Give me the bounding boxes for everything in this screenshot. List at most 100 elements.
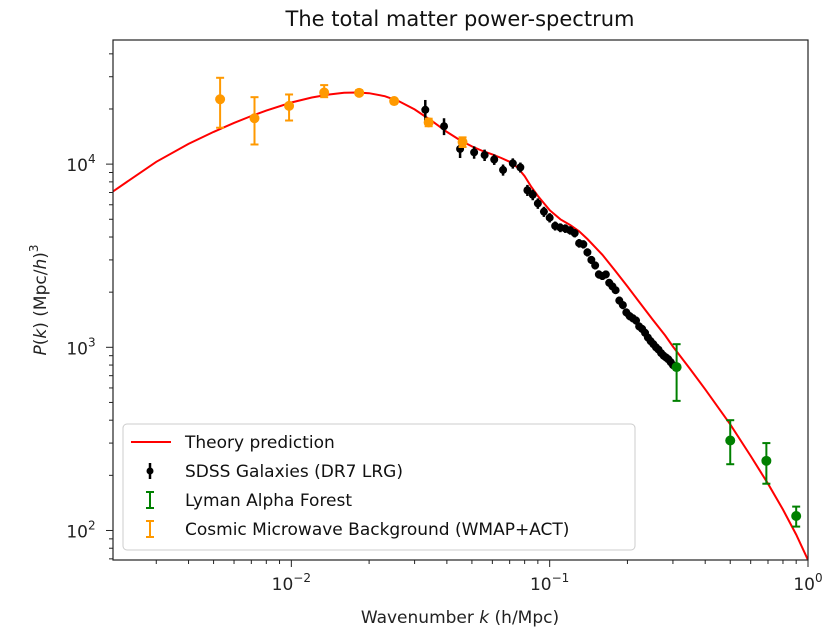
chart-title: The total matter power-spectrum <box>285 7 635 31</box>
data-point <box>215 76 226 129</box>
marker <box>470 148 479 157</box>
data-point <box>480 149 489 162</box>
legend-box <box>122 423 636 551</box>
x-tick-label: 10−2 <box>272 571 311 595</box>
legend-label: Theory prediction <box>184 433 335 453</box>
y-tick-exponent: 2 <box>88 518 96 532</box>
data-point <box>791 505 802 528</box>
marker <box>284 100 295 111</box>
y-axis-label-exp: 3 <box>27 244 41 252</box>
x-axis-label-prefix: Wavenumber <box>361 608 479 628</box>
x-axis-label-variable: k <box>479 608 490 628</box>
marker <box>601 270 610 279</box>
series-sdss-galaxies-dr7-lrg- <box>421 99 677 370</box>
legend-entry: Lyman Alpha Forest <box>146 491 352 511</box>
x-tick-exponent: 0 <box>815 571 823 585</box>
x-tick-label: 100 <box>793 571 822 595</box>
x-tick-exponent: −1 <box>552 571 570 585</box>
marker <box>389 96 400 107</box>
legend-entry: Theory prediction <box>131 433 335 453</box>
y-tick-exponent: 4 <box>88 152 96 166</box>
data-point <box>632 316 641 325</box>
data-point <box>579 240 588 249</box>
data-point <box>249 96 260 146</box>
data-point <box>591 261 600 270</box>
marker <box>523 186 532 195</box>
data-point <box>508 158 517 169</box>
x-tick-base: 10 <box>793 575 815 595</box>
marker <box>499 165 508 174</box>
marker <box>319 87 330 98</box>
marker <box>508 159 517 168</box>
marker <box>791 510 802 521</box>
marker <box>539 207 548 216</box>
data-point <box>671 343 682 402</box>
y-axis-label-p: P <box>31 345 51 356</box>
y-tick-base: 10 <box>66 339 88 359</box>
y-tick-base: 10 <box>66 522 88 542</box>
data-point <box>440 118 449 136</box>
data-point <box>490 154 499 165</box>
marker <box>579 240 588 249</box>
y-axis-label: P(k) (Mpc/h)3 <box>27 244 51 355</box>
data-point <box>528 189 537 201</box>
y-tick-label: 104 <box>66 152 95 176</box>
data-point <box>421 99 430 121</box>
data-point <box>470 146 479 159</box>
y-axis-label-unit: ) (Mpc/ <box>31 269 51 328</box>
marker <box>249 113 260 124</box>
data-point <box>570 229 579 238</box>
marker <box>591 261 600 270</box>
data-point <box>284 93 295 122</box>
marker <box>671 362 682 373</box>
x-tick-exponent: −2 <box>293 571 311 585</box>
series-lyman-alpha-forest <box>671 343 802 528</box>
data-point <box>761 442 772 485</box>
series-cosmic-microwave-background-wmap-act- <box>215 76 468 149</box>
y-tick-label: 102 <box>66 518 95 542</box>
marker <box>457 137 468 148</box>
x-tick-label: 10−1 <box>530 571 569 595</box>
data-point <box>516 162 525 173</box>
data-point <box>423 117 434 128</box>
marker <box>725 435 736 446</box>
marker <box>516 163 525 172</box>
marker <box>761 455 772 466</box>
marker <box>354 87 365 98</box>
marker <box>611 286 620 295</box>
legend-label: Cosmic Microwave Background (WMAP+ACT) <box>185 520 569 540</box>
marker <box>583 248 592 257</box>
data-point <box>457 136 468 149</box>
y-axis-label-close: ) <box>31 252 51 259</box>
legend-dot-swatch <box>146 467 154 475</box>
marker <box>545 213 554 222</box>
series-layer <box>113 76 808 560</box>
data-point <box>499 164 508 176</box>
data-point <box>618 301 627 310</box>
legend-label: SDSS Galaxies (DR7 LRG) <box>185 462 403 482</box>
data-point <box>583 248 592 257</box>
data-point <box>523 184 532 196</box>
marker <box>618 301 627 310</box>
x-tick-base: 10 <box>272 575 294 595</box>
data-point <box>319 84 330 99</box>
y-tick-exponent: 3 <box>88 335 96 349</box>
legend-entry: Cosmic Microwave Background (WMAP+ACT) <box>146 520 569 540</box>
y-tick-base: 10 <box>66 156 88 176</box>
data-point <box>545 213 554 223</box>
data-point <box>533 198 542 209</box>
marker <box>480 151 489 160</box>
x-axis-label-unit: (h/Mpc) <box>489 608 559 628</box>
x-axis-label: Wavenumber k (h/Mpc) <box>361 608 559 628</box>
plot-frame <box>112 39 809 561</box>
legend: Theory prediction SDSS Galaxies (DR7 LRG)… <box>122 423 636 551</box>
marker <box>490 155 499 164</box>
marker <box>632 316 641 325</box>
y-tick-label: 103 <box>66 335 95 359</box>
marker <box>533 199 542 208</box>
y-axis-label-k: k <box>31 328 51 339</box>
y-axis-label-paren: ( <box>31 339 51 346</box>
x-axis: 10−2 10−1 100 <box>155 560 823 595</box>
